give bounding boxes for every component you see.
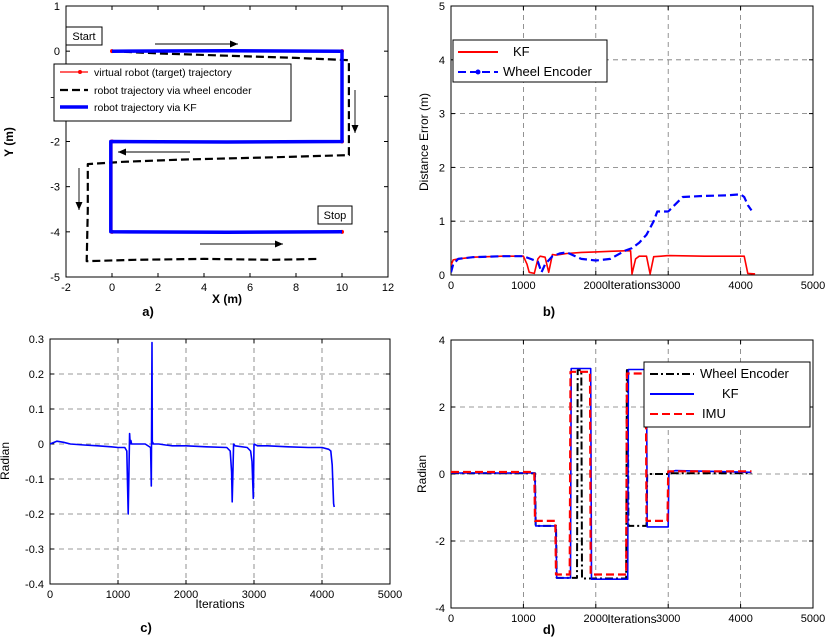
y-axis-label: Radian — [0, 442, 12, 480]
legend-box — [53, 63, 292, 122]
x-tick-label: 2000 — [584, 613, 608, 625]
y-tick-label: 0 — [439, 469, 445, 481]
y-tick-label: 1 — [54, 1, 60, 13]
y-tick-label: 5 — [439, 1, 445, 13]
x-tick-label: -2 — [61, 282, 71, 294]
x-axis-label: X (m) — [212, 292, 242, 306]
legend-label: KF — [513, 44, 530, 59]
y-tick-label: 1 — [439, 216, 445, 228]
y-tick-label: -0.2 — [25, 509, 44, 521]
y-axis-label: Distance Error (m) — [417, 93, 431, 191]
x-tick-label: 2000 — [584, 280, 608, 292]
x-tick-label: 4000 — [728, 280, 752, 292]
legend-box — [452, 39, 608, 83]
series-line-1 — [85, 50, 350, 263]
y-axis-label: Y (m) — [2, 127, 16, 157]
y-tick-label: 4 — [439, 55, 445, 67]
series-line-2 — [451, 370, 752, 576]
series-line-0 — [451, 250, 756, 275]
start-box — [65, 26, 103, 46]
legend-marker — [475, 69, 481, 75]
x-axis-label: Iterations — [195, 597, 244, 611]
x-tick-label: 8 — [293, 282, 299, 294]
start-label: Start — [72, 31, 95, 43]
y-tick-label: 0 — [38, 439, 44, 451]
x-axis-label: Iterations — [607, 278, 656, 292]
legend-label: KF — [722, 386, 739, 401]
y-tick-label: 4 — [439, 335, 445, 347]
x-axis-label: Iterations — [607, 612, 656, 626]
panel-label: a) — [142, 304, 154, 319]
legend-marker — [78, 70, 82, 74]
x-tick-label: 0 — [47, 589, 53, 601]
panel-2: 0 1000 2000 3000 4000 5000 -0.4 -0.3 -0.2 -0.1 0 0.… — [0, 334, 402, 635]
legend-label: robot trajectory via wheel encoder — [94, 85, 252, 97]
series-line-0 — [451, 369, 752, 580]
x-tick-label: 6 — [247, 282, 253, 294]
x-tick-label: 3000 — [656, 280, 680, 292]
panel-1: 0 1000 2000 3000 4000 5000 0 1 2 3 4 5 Iterations Dis… — [417, 1, 825, 319]
x-tick-label: 12 — [382, 282, 394, 294]
arrow-head — [351, 125, 359, 133]
y-tick-label: -2 — [50, 137, 60, 149]
plot-frame — [450, 5, 814, 276]
stop-label: Stop — [324, 210, 347, 222]
y-tick-label: -0.3 — [25, 544, 44, 556]
x-tick-label: 2000 — [174, 589, 198, 601]
y-tick-label: 0.2 — [29, 369, 44, 381]
x-tick-label: 4 — [201, 282, 207, 294]
panel-label: d) — [543, 622, 555, 637]
legend-label: robot trajectory via KF — [94, 102, 197, 114]
y-tick-label: -2 — [435, 536, 445, 548]
x-tick-label: 4000 — [310, 589, 334, 601]
series-line-1 — [451, 193, 753, 274]
x-tick-label: 1000 — [106, 589, 130, 601]
y-tick-label: 2 — [439, 402, 445, 414]
x-tick-label: 0 — [109, 282, 115, 294]
y-tick-label: -0.4 — [25, 579, 44, 591]
x-tick-label: 1000 — [511, 613, 535, 625]
x-tick-label: 0 — [448, 613, 454, 625]
x-tick-label: 5000 — [801, 613, 825, 625]
y-tick-label: 3 — [439, 109, 445, 121]
y-tick-label: -0.1 — [25, 474, 44, 486]
panel-3: 0 1000 2000 3000 4000 5000 -4 -2 0 2 4 Iterations Ra… — [415, 335, 825, 637]
y-tick-label: 0 — [439, 270, 445, 282]
y-tick-label: 2 — [439, 162, 445, 174]
legend-label: Wheel Encoder — [503, 64, 593, 79]
arrow-head — [75, 202, 83, 210]
y-axis-label: Radian — [415, 455, 429, 493]
arrow-head — [230, 40, 238, 48]
x-tick-label: 0 — [448, 280, 454, 292]
series-line-0 — [50, 341, 335, 515]
x-tick-label: 3000 — [656, 613, 680, 625]
y-tick-label: -3 — [50, 182, 60, 194]
legend-label: virtual robot (target) trajectory — [94, 67, 232, 79]
series-line-2 — [109, 48, 344, 235]
stop-box — [317, 205, 353, 225]
panel-label: c) — [140, 620, 152, 635]
arrow-head — [275, 240, 283, 248]
x-tick-label: 2 — [155, 282, 161, 294]
x-tick-label: 5000 — [378, 589, 402, 601]
y-tick-label: -4 — [50, 227, 60, 239]
x-tick-label: 1000 — [511, 280, 535, 292]
y-tick-label: 0.1 — [29, 404, 44, 416]
x-tick-label: 3000 — [242, 589, 266, 601]
legend-label: Wheel Encoder — [700, 366, 790, 381]
y-tick-label: 0 — [54, 46, 60, 58]
legend-label: IMU — [702, 406, 726, 421]
x-tick-label: 4000 — [728, 613, 752, 625]
plot-frame — [49, 338, 391, 585]
x-tick-label: 5000 — [801, 280, 825, 292]
panel-label: b) — [543, 304, 555, 319]
y-tick-label: 0.3 — [29, 334, 44, 346]
x-tick-label: 10 — [336, 282, 348, 294]
y-tick-label: -4 — [435, 603, 445, 615]
arrow-head — [118, 148, 126, 156]
y-tick-label: -5 — [50, 272, 60, 284]
